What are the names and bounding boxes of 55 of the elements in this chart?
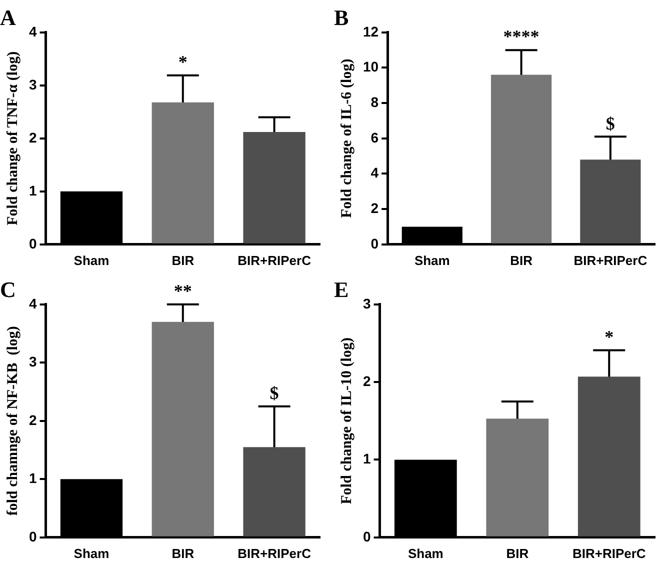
y-tick-label: 2 <box>28 412 37 428</box>
x-tick-label: BIR <box>506 546 530 561</box>
y-tick-label: 4 <box>370 164 379 181</box>
annotation: **** <box>503 26 540 47</box>
y-tick-label: 3 <box>28 354 37 370</box>
y-tick-label: 6 <box>370 129 379 146</box>
annotation: * <box>604 326 614 347</box>
x-tick-label: Sham <box>74 546 110 561</box>
y-tick-label: 2 <box>370 200 379 216</box>
bar <box>486 418 549 536</box>
bar <box>152 102 214 244</box>
annotation: * <box>178 52 188 72</box>
y-tick-label: 0 <box>362 528 371 544</box>
bar <box>243 447 306 536</box>
y-tick-label: 3 <box>362 295 371 312</box>
y-axis-title: Fold change of IL-10 (log) <box>338 338 355 504</box>
y-tick-label: 0 <box>28 235 37 252</box>
bar <box>490 74 552 244</box>
y-tick-label: 2 <box>28 129 37 146</box>
annotation: $ <box>270 382 279 403</box>
bar <box>580 160 641 244</box>
y-tick-label: 1 <box>362 450 371 467</box>
annotation: $ <box>606 113 615 134</box>
y-tick-label: 0 <box>370 235 379 252</box>
y-tick-label: 2 <box>362 372 371 389</box>
y-tick-label: 1 <box>28 470 37 486</box>
y-tick-label: 10 <box>362 58 379 75</box>
y-tick-label: 12 <box>362 23 379 40</box>
chart-title: E <box>334 276 349 302</box>
y-axis-title: Fold change of TNF-α (log) <box>4 51 21 226</box>
chart-title: A <box>0 4 16 30</box>
y-axis-title: Fold change of IL-6 (log) <box>338 58 355 218</box>
x-tick-label: BIR+RIPerC <box>238 252 312 268</box>
y-tick-label: 1 <box>28 182 37 198</box>
bar <box>152 322 214 536</box>
x-tick-label: Sham <box>74 252 110 268</box>
annotation: ** <box>174 281 192 302</box>
x-tick-label: BIR <box>172 252 195 268</box>
y-tick-label: 3 <box>28 76 37 92</box>
y-tick-label: 4 <box>28 295 37 312</box>
x-tick-label: Sham <box>414 252 450 268</box>
chart-title: C <box>0 276 16 302</box>
y-tick-label: 8 <box>370 94 379 110</box>
y-tick-label: 0 <box>28 528 37 544</box>
chart-title: B <box>334 4 349 30</box>
bar <box>243 132 306 244</box>
y-axis-title: fold chamnge of NF-KB (log) <box>4 326 21 516</box>
bar <box>578 376 640 536</box>
x-tick-label: BIR+RIPerC <box>574 252 648 268</box>
x-tick-label: BIR+RIPerC <box>572 546 646 561</box>
x-tick-label: Sham <box>408 546 444 561</box>
y-tick-label: 4 <box>28 23 37 40</box>
x-tick-label: BIR <box>172 546 195 561</box>
x-tick-label: BIR <box>510 252 534 268</box>
x-tick-label: BIR+RIPerC <box>238 546 312 561</box>
